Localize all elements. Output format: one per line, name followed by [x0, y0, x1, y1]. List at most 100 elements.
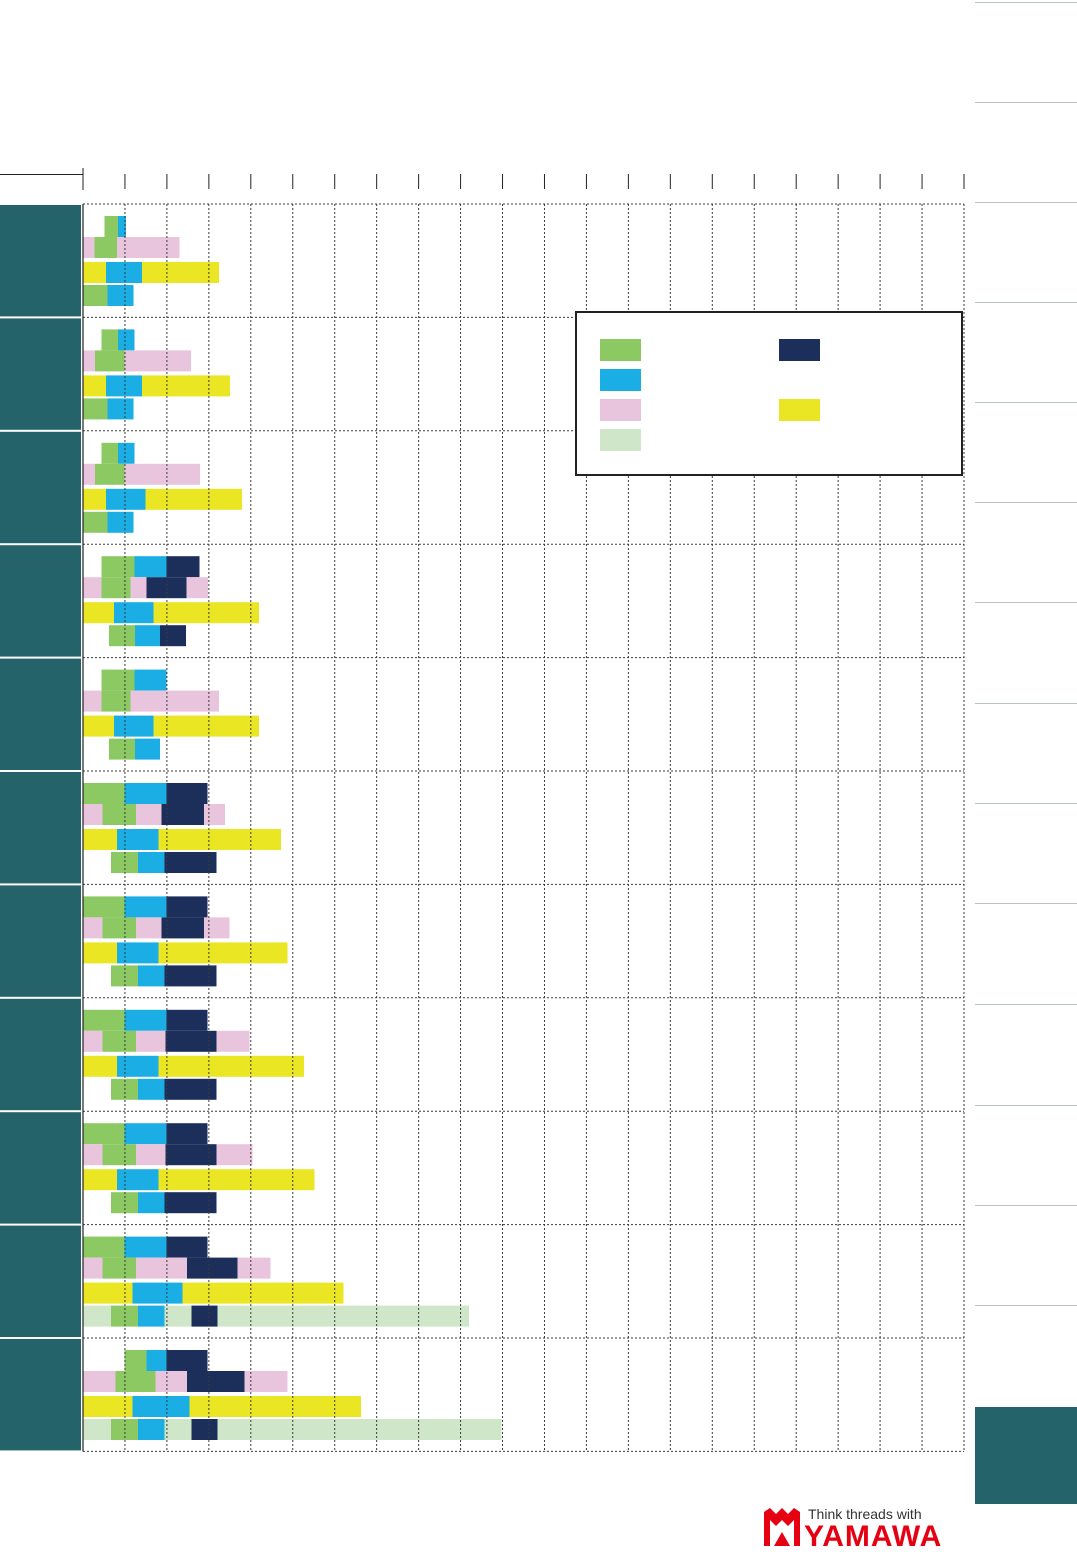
yamawa-logo-icon: [764, 1508, 800, 1546]
side-tab-11[interactable]: [975, 1004, 1077, 1105]
row-labels: [0, 205, 81, 1451]
row-label-7: [0, 885, 81, 997]
bar-segment-r5-l4-s2: [109, 738, 135, 760]
bar-segment-r10-l2-s5: [237, 1257, 271, 1279]
bar-segment-r7-l2-s2: [102, 917, 136, 939]
bar-segment-r3-l2-s1: [83, 463, 95, 485]
side-tab-12[interactable]: [975, 1105, 1077, 1206]
bar-segment-r7-l1-s2: [124, 896, 167, 918]
bar-segment-r3-l4-s2: [107, 511, 134, 533]
bar-segment-r3-l3-s1: [83, 488, 106, 510]
side-tab-8[interactable]: [975, 703, 1077, 804]
bar-segment-r10-l4-s1: [83, 1305, 111, 1327]
bars: [83, 216, 502, 1440]
bar-segment-r11-l2-s5: [244, 1371, 288, 1392]
bar-segment-r9-l4-s2: [111, 1192, 138, 1214]
bar-segment-r5-l3-s3: [153, 715, 259, 737]
bar-segment-r9-l2-s5: [216, 1144, 253, 1166]
bar-segment-r8-l3-s3: [158, 1055, 304, 1077]
side-tab-2[interactable]: [975, 102, 1077, 203]
bar-segment-r4-l4-s2: [109, 625, 135, 647]
bar-segment-r8-l4-s4: [164, 1078, 217, 1100]
bar-segment-r11-l3-s2: [132, 1396, 190, 1417]
side-tab-active[interactable]: [975, 1407, 1077, 1504]
bar-segment-r11-l1-s4: [166, 1350, 208, 1371]
bar-segment-r10-l4-s6: [217, 1305, 469, 1327]
bar-segment-r7-l3-s3: [158, 942, 288, 964]
bar-segment-r3-l3-s2: [106, 488, 146, 510]
bar-segment-r1-l2-s2: [94, 237, 117, 258]
bar-segment-r5-l2-s1: [83, 690, 102, 712]
bar-segment-r2-l1-s2: [101, 329, 118, 351]
row-label-5: [0, 658, 81, 770]
side-tab-7[interactable]: [975, 602, 1077, 703]
logo-wordmark: YAMAWA: [804, 1520, 943, 1553]
side-tab-4[interactable]: [975, 302, 1077, 403]
bar-segment-r10-l2-s2: [102, 1257, 136, 1279]
bar-segment-r4-l1-s2: [101, 556, 135, 578]
bar-segment-r6-l1-s2: [124, 783, 167, 804]
legend: [575, 311, 963, 476]
bar-segment-r6-l2-s1: [83, 804, 103, 825]
bar-segment-r4-l2-s2: [101, 577, 131, 599]
legend-swatch-2: [600, 369, 641, 391]
bar-segment-r11-l4-s3: [138, 1419, 165, 1440]
bar-segment-r9-l1-s1: [83, 1123, 125, 1145]
bar-segment-r5-l4-s3: [135, 738, 160, 760]
side-tab-6[interactable]: [975, 502, 1077, 603]
side-tab-5[interactable]: [975, 402, 1077, 503]
bar-segment-r5-l3-s2: [114, 715, 154, 737]
bar-segment-r6-l2-s5: [204, 804, 225, 825]
bar-segment-r7-l2-s5: [204, 917, 230, 939]
bar-segment-r11-l4-s4: [164, 1419, 192, 1440]
bar-segment-r11-l2-s2: [115, 1371, 156, 1392]
side-tab-1[interactable]: [975, 2, 1077, 103]
bar-segment-r2-l2-s2: [95, 350, 125, 372]
bar-segment-r9-l1-s3: [166, 1123, 208, 1145]
bar-segment-r1-l3-s1: [83, 262, 106, 283]
side-tab-10[interactable]: [975, 903, 1077, 1004]
row-label-6: [0, 772, 81, 884]
bar-segment-r1-l2-s1: [83, 237, 95, 258]
bar-segment-r9-l2-s1: [83, 1144, 103, 1166]
bar-segment-r9-l4-s3: [138, 1192, 165, 1214]
bar-segment-r8-l2-s4: [165, 1030, 217, 1052]
bar-segment-r4-l2-s3: [130, 577, 147, 599]
bar-segment-r11-l1-s2: [124, 1350, 147, 1371]
bar-segment-r4-l4-s4: [160, 625, 186, 647]
bar-segment-r7-l4-s2: [111, 965, 138, 987]
bar-segment-r6-l4-s4: [164, 852, 217, 873]
bar-segment-r9-l3-s3: [158, 1169, 315, 1191]
bar-segment-r6-l3-s3: [158, 829, 281, 850]
bar-segment-r4-l1-s3: [134, 556, 167, 578]
bar-chart: [0, 168, 965, 1452]
bar-segment-r5-l1-s2: [101, 669, 135, 691]
bar-segment-r1-l3-s2: [106, 262, 142, 283]
bar-segment-r1-l1-s3: [118, 216, 126, 237]
legend-swatch-3: [600, 399, 641, 421]
side-tab-14[interactable]: [975, 1305, 1077, 1406]
bar-segment-r3-l2-s3: [124, 463, 200, 485]
bar-segment-r10-l2-s3: [136, 1257, 187, 1279]
bar-segment-r10-l3-s2: [132, 1282, 183, 1304]
x-axis: [0, 168, 965, 1452]
row-label-4: [0, 545, 81, 657]
bar-segment-r2-l2-s3: [124, 350, 191, 372]
bar-segment-r9-l3-s2: [117, 1169, 159, 1191]
bar-segment-r4-l1-s4: [166, 556, 200, 578]
bar-segment-r8-l1-s3: [166, 1009, 208, 1031]
bar-segment-r5-l2-s2: [101, 690, 131, 712]
bar-segment-r7-l2-s3: [136, 917, 162, 939]
row-label-11: [0, 1339, 81, 1451]
bar-segment-r10-l4-s3: [138, 1305, 165, 1327]
side-tab-3[interactable]: [975, 202, 1077, 303]
bar-segment-r6-l2-s4: [161, 804, 204, 825]
bar-segment-r10-l3-s3: [182, 1282, 344, 1304]
grid-lines: [83, 203, 965, 1452]
side-tab-9[interactable]: [975, 803, 1077, 904]
bar-segment-r3-l4-s1: [83, 511, 108, 533]
row-label-1: [0, 205, 81, 317]
legend-swatch-5: [779, 339, 820, 361]
side-tab-13[interactable]: [975, 1205, 1077, 1306]
bar-segment-r9-l2-s3: [136, 1144, 166, 1166]
